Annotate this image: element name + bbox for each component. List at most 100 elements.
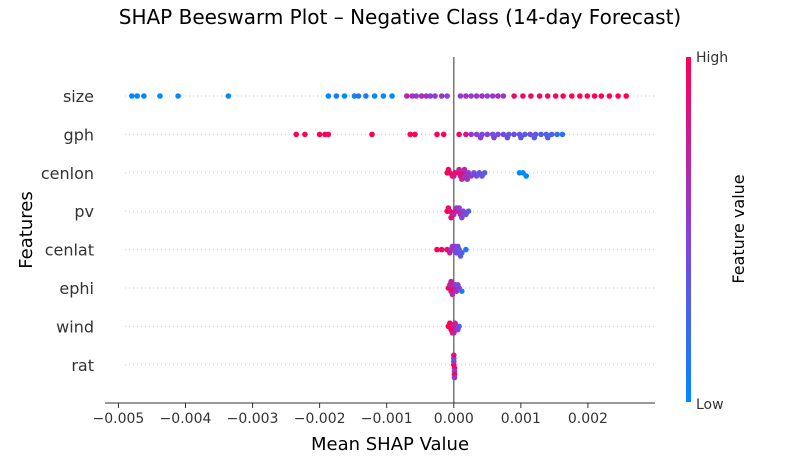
colorbar-title: Feature value bbox=[729, 174, 748, 283]
shap-point-size bbox=[129, 93, 135, 99]
shap-point-size bbox=[225, 93, 232, 99]
shap-point-gph bbox=[491, 134, 497, 141]
feature-label-pv: pv bbox=[74, 202, 94, 221]
shap-point-size bbox=[479, 93, 485, 99]
x-tick-label: −0.004 bbox=[160, 411, 212, 427]
shap-point-wind bbox=[447, 320, 453, 327]
shap-point-gph bbox=[522, 131, 528, 138]
data-points bbox=[129, 93, 629, 381]
shap-point-rat bbox=[451, 374, 458, 381]
shap-point-size bbox=[389, 93, 395, 99]
shap-point-wind bbox=[455, 326, 461, 333]
shap-point-cenlon bbox=[523, 173, 529, 179]
shap-point-size bbox=[427, 93, 434, 99]
x-tick-label: −0.002 bbox=[294, 411, 346, 427]
shap-point-size bbox=[134, 93, 140, 99]
shap-point-size bbox=[544, 93, 551, 99]
shap-point-gph bbox=[495, 131, 501, 138]
shap-point-wind bbox=[452, 320, 458, 327]
x-tick-label: 0.000 bbox=[434, 411, 474, 427]
shap-point-size bbox=[591, 93, 598, 99]
shap-point-gph bbox=[544, 134, 551, 141]
shap-point-size bbox=[355, 93, 362, 99]
shap-point-size bbox=[463, 93, 469, 99]
shap-point-cenlat bbox=[455, 243, 461, 250]
shap-point-size bbox=[444, 93, 450, 99]
x-axis-label: Mean SHAP Value bbox=[311, 434, 469, 455]
feature-label-cenlon: cenlon bbox=[41, 164, 94, 183]
shap-point-gph bbox=[531, 134, 538, 141]
colorbar-gradient bbox=[686, 57, 691, 402]
shap-point-size bbox=[495, 93, 501, 99]
shap-point-ephi bbox=[459, 288, 465, 295]
shap-point-size bbox=[438, 93, 445, 99]
feature-label-ephi: ephi bbox=[59, 279, 94, 298]
shap-point-size bbox=[141, 93, 147, 99]
shap-point-size bbox=[598, 93, 605, 99]
shap-point-gph bbox=[500, 131, 507, 138]
shap-point-size bbox=[325, 93, 332, 99]
colorbar-high-label: High bbox=[696, 50, 728, 66]
shap-point-ephi bbox=[449, 291, 456, 298]
x-axis-ticks: −0.005 −0.004 −0.003 −0.002 −0.001 0.000 0.001… bbox=[93, 403, 608, 427]
shap-point-gph bbox=[554, 131, 560, 138]
shap-point-pv bbox=[448, 214, 454, 221]
shap-point-pv bbox=[456, 205, 462, 211]
shap-point-size bbox=[552, 93, 559, 99]
shap-point-size bbox=[404, 93, 410, 99]
shap-point-size bbox=[484, 93, 491, 99]
shap-point-pv bbox=[445, 205, 452, 211]
feature-label-wind: wind bbox=[56, 317, 94, 336]
shap-point-gph bbox=[518, 134, 524, 141]
shap-point-gph bbox=[548, 131, 555, 138]
shap-point-gph bbox=[473, 131, 480, 138]
shap-point-size bbox=[569, 93, 575, 99]
shap-point-cenlon bbox=[445, 166, 452, 173]
shap-point-gph bbox=[302, 131, 308, 138]
shap-point-ephi bbox=[448, 278, 454, 285]
shap-point-size bbox=[623, 93, 629, 99]
shap-point-rat bbox=[451, 352, 457, 359]
shap-point-size bbox=[500, 93, 507, 99]
shap-point-size bbox=[371, 93, 378, 99]
shap-point-size bbox=[432, 93, 438, 99]
shap-point-pv bbox=[459, 214, 465, 221]
shap-point-size bbox=[511, 93, 517, 99]
shap-point-size bbox=[560, 93, 566, 99]
shap-point-gph bbox=[477, 134, 484, 141]
shap-point-cenlat bbox=[457, 253, 464, 259]
shap-point-cenlon bbox=[461, 166, 468, 173]
shap-point-cenlon bbox=[451, 173, 457, 179]
shap-point-size bbox=[363, 93, 369, 99]
shap-point-gph bbox=[316, 131, 323, 138]
shap-point-size bbox=[468, 93, 475, 99]
shap-point-cenlat bbox=[449, 243, 456, 250]
shap-point-cenlon bbox=[464, 176, 471, 182]
shap-point-gph bbox=[412, 131, 418, 138]
shap-point-cenlat bbox=[438, 246, 445, 253]
feature-label-cenlat: cenlat bbox=[45, 241, 94, 260]
shap-point-pv bbox=[465, 208, 472, 214]
x-tick-label: −0.003 bbox=[227, 411, 279, 427]
shap-point-gph bbox=[434, 131, 440, 138]
shap-point-gph bbox=[440, 131, 447, 138]
shap-point-wind bbox=[451, 330, 457, 336]
shap-point-size bbox=[423, 93, 430, 99]
shap-point-cenlat bbox=[447, 250, 453, 256]
shap-point-size bbox=[615, 93, 621, 99]
shap-point-size bbox=[413, 93, 420, 99]
shap-point-size bbox=[473, 93, 480, 99]
y-axis-label: Features bbox=[16, 191, 37, 268]
shap-point-cenlon bbox=[456, 166, 462, 173]
shap-point-gph bbox=[559, 131, 566, 138]
shap-point-gph bbox=[407, 131, 414, 138]
x-tick-label: 0.001 bbox=[501, 411, 541, 427]
x-tick-label: 0.002 bbox=[568, 411, 608, 427]
shap-point-size bbox=[577, 93, 583, 99]
shap-point-gph bbox=[504, 134, 511, 141]
shap-point-size bbox=[351, 93, 358, 99]
feature-rows: size gph cenlon pv cenlat ephi wind rat bbox=[41, 87, 655, 375]
colorbar: High Low Feature value bbox=[686, 50, 748, 413]
shap-point-cenlat bbox=[434, 246, 440, 253]
